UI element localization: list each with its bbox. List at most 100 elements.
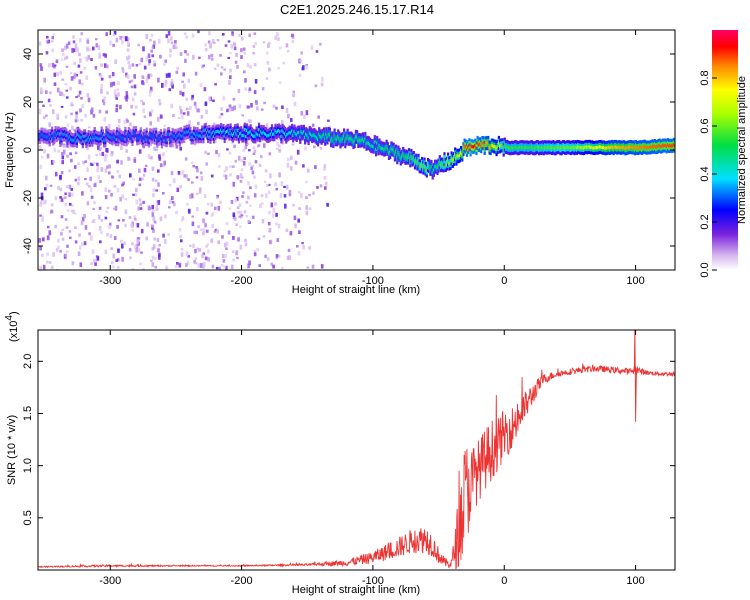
noise-cell	[68, 145, 71, 149]
noise-cell	[114, 59, 118, 64]
ridge-core	[58, 132, 61, 136]
noise-cell	[100, 84, 103, 89]
noise-cell	[226, 108, 229, 113]
noise-cell	[218, 266, 221, 270]
noise-cell	[68, 192, 71, 198]
noise-cell	[135, 248, 138, 253]
ridge-core	[59, 138, 62, 142]
noise-cell	[153, 220, 157, 224]
noise-cell	[214, 206, 217, 211]
noise-cell	[266, 184, 269, 187]
noise-cell	[41, 155, 44, 159]
noise-cell	[140, 251, 143, 254]
ridge-core	[343, 133, 346, 137]
ridge-core	[567, 145, 570, 149]
noise-cell	[143, 115, 147, 119]
noise-cell	[74, 178, 78, 182]
noise-cell	[142, 200, 145, 204]
ridge-core	[66, 139, 69, 143]
noise-cell	[112, 253, 116, 259]
ridge-core	[657, 144, 660, 148]
noise-cell	[53, 64, 57, 67]
noise-cell	[193, 101, 197, 106]
noise-cell	[112, 43, 115, 47]
noise-cell	[125, 94, 129, 99]
noise-cell	[168, 183, 172, 187]
ridge-core	[360, 138, 363, 142]
ridge-core	[156, 139, 159, 143]
noise-cell	[184, 157, 188, 161]
noise-cell	[249, 64, 252, 69]
noise-cell	[168, 200, 172, 204]
noise-cell	[154, 179, 158, 183]
ridge-core	[523, 146, 526, 150]
noise-cell	[206, 229, 209, 233]
ridge-core	[616, 146, 619, 150]
noise-cell	[286, 162, 290, 168]
noise-cell	[103, 154, 106, 158]
noise-cell	[222, 95, 226, 101]
noise-cell	[121, 68, 125, 73]
ridge-core	[120, 136, 123, 140]
noise-cell	[305, 205, 309, 211]
noise-cell	[148, 94, 152, 97]
noise-cell	[61, 48, 64, 53]
noise-cell	[268, 67, 271, 72]
noise-cell	[291, 39, 295, 43]
y-tick-label: 1.0	[22, 458, 34, 473]
ridge-core	[509, 146, 512, 150]
ridge-core	[516, 146, 519, 150]
ridge-core	[421, 162, 424, 166]
x-tick-label: 0	[501, 275, 507, 287]
ridge-core	[405, 155, 408, 159]
noise-cell	[83, 142, 87, 146]
snr-series-line	[38, 363, 675, 570]
ridge-core	[176, 135, 179, 139]
ridge-core	[266, 134, 269, 138]
noise-cell	[275, 212, 278, 217]
noise-cell	[190, 97, 194, 101]
noise-cell	[225, 241, 229, 247]
noise-cell	[196, 192, 199, 196]
ridge-core	[339, 139, 342, 144]
ridge-core	[233, 132, 236, 136]
noise-cell	[137, 206, 140, 211]
noise-cell	[69, 236, 72, 240]
noise-cell	[188, 120, 191, 125]
noise-cell	[142, 268, 145, 270]
ridge-core	[634, 145, 638, 149]
noise-cell	[130, 105, 133, 109]
noise-cell	[104, 249, 108, 255]
noise-cell	[181, 80, 184, 83]
y-tick-label: 2.0	[22, 354, 34, 369]
noise-cell	[200, 228, 203, 231]
noise-cell	[197, 121, 200, 126]
noise-cell	[267, 221, 271, 226]
noise-cell	[219, 54, 222, 57]
ridge-core	[125, 137, 128, 141]
noise-cell	[72, 209, 75, 214]
noise-cell	[133, 158, 137, 163]
noise-cell	[224, 254, 228, 258]
snr-y-scale: (x104)	[4, 311, 20, 342]
noise-cell	[90, 235, 93, 241]
noise-cell	[157, 116, 160, 122]
noise-cell	[179, 109, 183, 115]
ridge-core	[611, 145, 614, 149]
noise-cell	[234, 159, 238, 163]
y-tick-label: 0	[22, 147, 34, 153]
noise-cell	[80, 82, 84, 86]
noise-cell	[214, 83, 217, 86]
noise-cell	[243, 210, 247, 214]
ridge-core	[673, 144, 675, 148]
ridge-core	[556, 145, 560, 149]
ridge-core	[77, 132, 80, 136]
noise-cell	[49, 210, 53, 214]
noise-cell	[264, 169, 268, 173]
noise-cell	[52, 252, 55, 257]
noise-cell	[138, 168, 141, 173]
noise-cell	[174, 40, 177, 44]
noise-cell	[135, 244, 139, 249]
noise-cell	[87, 126, 91, 129]
noise-cell	[151, 166, 155, 171]
